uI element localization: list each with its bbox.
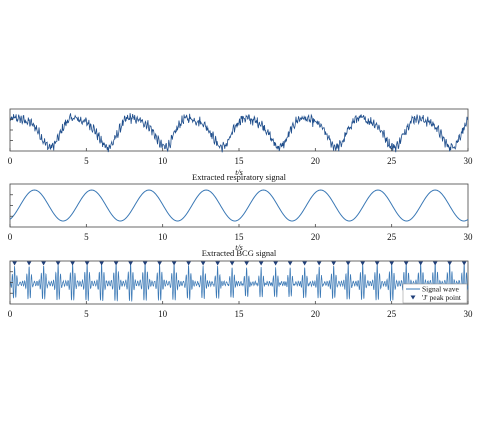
j-peak-marker [142,261,148,266]
j-peak-marker [244,261,249,266]
x-tick-label: 20 [311,156,321,166]
j-peak-marker [345,261,351,266]
x-tick-label: 30 [464,232,474,242]
j-peak-marker [389,261,394,266]
j-peak-marker [84,261,90,266]
j-peak-marker [215,261,220,266]
x-tick-label: 10 [158,232,168,242]
x-tick-label: 25 [387,156,397,166]
j-peak-marker [418,261,423,266]
j-peak-marker [171,261,177,266]
panel-title: Extracted BCG signal [202,248,277,258]
j-peak-marker [403,261,409,266]
legend-marker-swatch [410,295,416,300]
x-tick-label: 0 [8,232,13,242]
x-tick-label: 5 [84,156,89,166]
j-peak-marker [229,261,235,266]
j-peak-marker [258,261,264,266]
j-peak-marker [200,261,206,266]
j-peak-marker [316,261,322,266]
x-tick-label: 15 [235,309,245,319]
legend-label-signal: Signal wave [422,285,460,294]
j-peak-marker [128,261,133,266]
x-tick-label: 5 [84,309,89,319]
x-tick-label: 0 [8,309,13,319]
raw-signal-line [9,113,469,153]
x-tick-label: 30 [464,309,474,319]
panel-title: Extracted respiratory signal [192,172,287,182]
x-tick-label: 0 [8,156,13,166]
x-axis-ticks: 0 5 10 15 20 25 30 [8,271,474,319]
x-axis-label: t/s [235,243,243,252]
j-peak-marker [302,261,307,266]
legend: Signal wave 'J' peak point [402,283,468,304]
j-peak-marker [26,261,32,266]
j-peak-marker [461,261,467,266]
x-tick-label: 20 [311,232,321,242]
j-peak-marker [41,261,46,266]
j-peak-marker [157,261,162,266]
legend-label-peak: 'J' peak point [422,293,462,302]
j-peak-marker [55,261,61,266]
x-tick-label: 10 [158,156,168,166]
j-peak-marker [432,261,438,266]
j-peak-marker [273,261,278,266]
panel-raw-signal: 0 5 10 15 20 25 30 t/s [8,108,474,177]
x-tick-label: 25 [387,309,397,319]
x-tick-label: 20 [311,309,321,319]
x-tick-label: 30 [464,156,474,166]
j-peak-marker [99,261,104,266]
j-peak-markers [12,261,467,266]
x-tick-label: 25 [387,232,397,242]
j-peak-marker [12,261,17,266]
x-tick-label: 15 [235,232,245,242]
plot-frame [9,183,469,228]
j-peak-marker [287,261,293,266]
panel-bcg-signal: Extracted BCG signal 0 5 10 15 20 25 30 Signal… [8,248,473,319]
x-axis-ticks: 0 5 10 15 20 25 30 [8,194,474,242]
j-peak-marker [374,261,380,266]
j-peak-marker [113,261,119,266]
respiratory-signal-line [9,189,469,222]
x-tick-label: 10 [158,309,168,319]
j-peak-marker [186,261,191,266]
x-tick-label: 15 [235,156,245,166]
bcg-signal-line [9,262,469,302]
j-peak-marker [70,261,75,266]
x-axis-ticks: 0 5 10 15 20 25 30 [8,119,474,166]
x-axis-label: t/s [235,168,243,177]
j-peak-marker [331,261,336,266]
j-peak-marker [447,261,452,266]
j-peak-marker [360,261,365,266]
x-tick-label: 5 [84,232,89,242]
panel-respiratory-signal: Extracted respiratory signal 0 5 10 15 20 25 3… [8,172,473,252]
